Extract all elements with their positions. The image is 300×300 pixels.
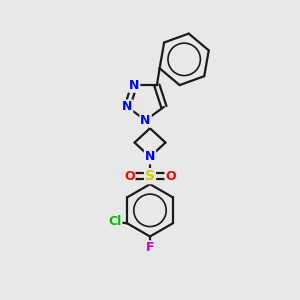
Text: Cl: Cl [108, 215, 122, 228]
Text: O: O [124, 170, 134, 183]
Text: N: N [140, 114, 151, 127]
Text: O: O [166, 170, 176, 183]
Text: N: N [129, 79, 140, 92]
Text: F: F [146, 241, 154, 254]
Text: S: S [145, 169, 155, 183]
Text: N: N [145, 150, 155, 163]
Text: N: N [122, 100, 132, 113]
